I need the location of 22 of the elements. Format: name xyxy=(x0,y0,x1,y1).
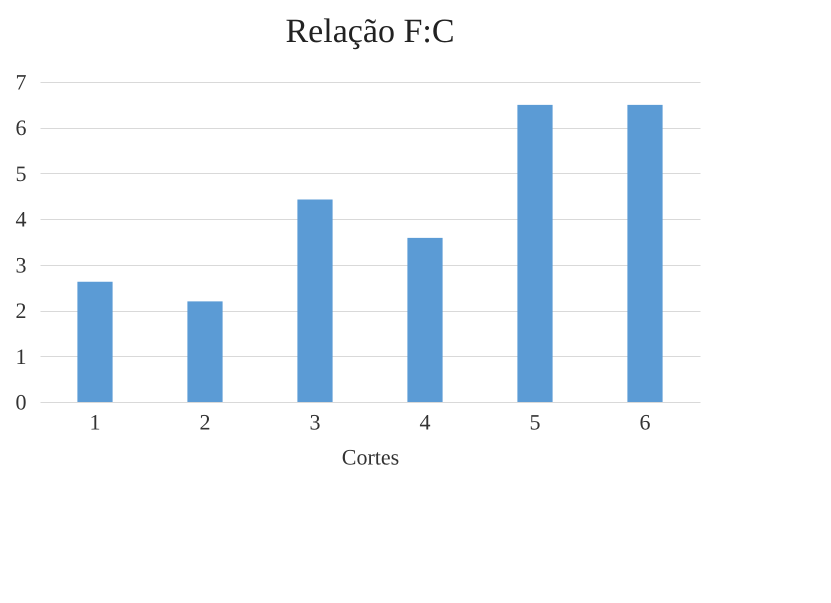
y-tick-label: 3 xyxy=(16,252,26,278)
y-tick-label: 5 xyxy=(16,160,26,186)
y-tick-label: 7 xyxy=(16,70,26,94)
y-tick-label: 6 xyxy=(16,115,26,140)
x-axis-title: Cortes xyxy=(342,444,400,470)
bar xyxy=(627,104,663,402)
x-tick-label: 5 xyxy=(530,410,540,434)
x-tick-label: 4 xyxy=(420,410,430,434)
x-tick-label: 2 xyxy=(200,410,210,434)
y-tick-label: 4 xyxy=(16,206,26,232)
y-tick-label: 2 xyxy=(16,298,26,324)
bar xyxy=(187,301,223,402)
bar xyxy=(517,104,553,402)
x-tick-label: 6 xyxy=(640,410,650,434)
bar xyxy=(297,199,333,402)
bar xyxy=(407,238,443,402)
chart-title: Relação F:C xyxy=(285,13,455,50)
y-tick-label: 1 xyxy=(16,344,26,369)
y-tick-label: 0 xyxy=(16,390,26,414)
x-tick-label: 1 xyxy=(90,410,100,434)
x-tick-label: 3 xyxy=(310,410,320,434)
bar xyxy=(77,282,113,402)
